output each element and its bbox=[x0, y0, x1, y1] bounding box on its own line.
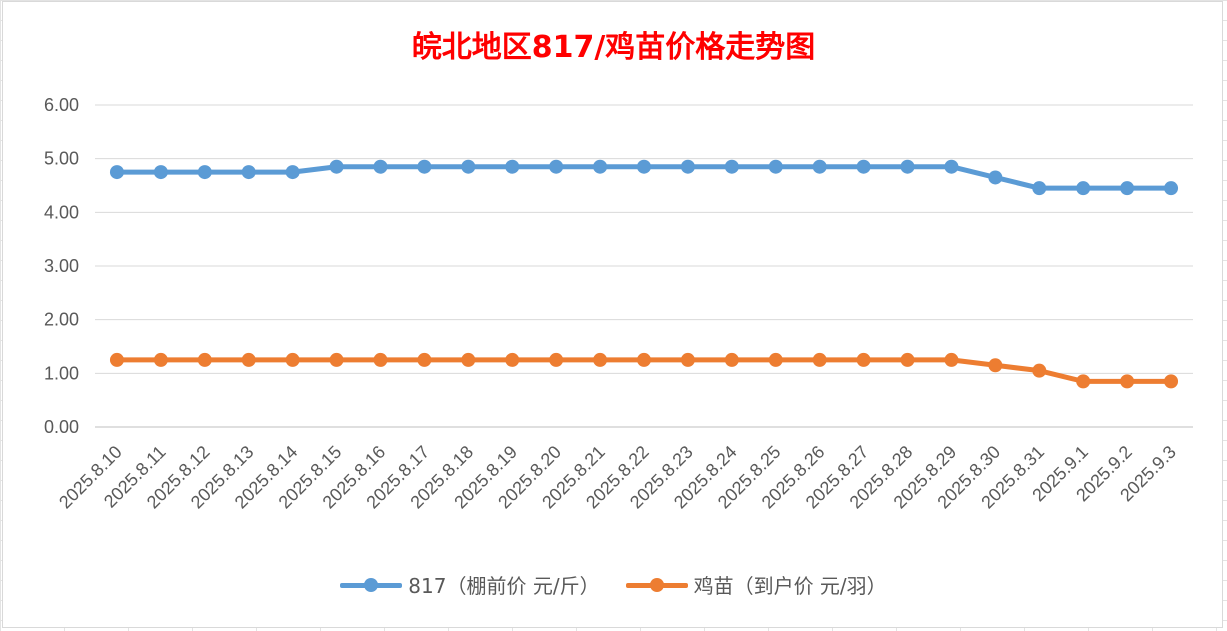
data-point[interactable] bbox=[285, 165, 300, 180]
data-point[interactable] bbox=[637, 159, 651, 174]
data-point[interactable] bbox=[944, 159, 959, 174]
data-point[interactable] bbox=[153, 352, 168, 367]
legend-label-817: 817（棚前价 元/斤） bbox=[408, 574, 600, 598]
data-point[interactable] bbox=[900, 352, 915, 367]
data-point[interactable] bbox=[461, 352, 476, 367]
data-point[interactable] bbox=[593, 159, 608, 174]
data-point[interactable] bbox=[373, 352, 388, 367]
data-point[interactable] bbox=[724, 159, 739, 174]
data-point[interactable] bbox=[1076, 374, 1091, 389]
data-point[interactable] bbox=[241, 165, 256, 180]
y-tick-label: 5.00 bbox=[44, 149, 79, 169]
data-point[interactable] bbox=[1164, 374, 1179, 389]
data-point[interactable] bbox=[241, 352, 256, 367]
data-point[interactable] bbox=[417, 159, 432, 174]
data-point[interactable] bbox=[549, 352, 564, 367]
legend: 817（棚前价 元/斤） 鸡苗（到户价 元/羽） bbox=[0, 570, 1227, 599]
data-point[interactable] bbox=[505, 159, 520, 174]
y-axis-ticks: 0.00 1.00 2.00 3.00 4.00 5.00 6.00 bbox=[44, 95, 79, 437]
data-point[interactable] bbox=[373, 159, 388, 174]
data-point[interactable] bbox=[1076, 181, 1091, 196]
data-point[interactable] bbox=[856, 159, 871, 174]
data-point[interactable] bbox=[1120, 374, 1135, 389]
data-point[interactable] bbox=[461, 159, 476, 174]
chart-title: 皖北地区817/鸡苗价格走势图 bbox=[411, 30, 816, 65]
data-point[interactable] bbox=[549, 159, 564, 174]
data-point[interactable] bbox=[680, 352, 695, 367]
data-point[interactable] bbox=[768, 159, 783, 174]
data-point[interactable] bbox=[197, 165, 212, 180]
legend-label-chick: 鸡苗（到户价 元/羽） bbox=[693, 574, 887, 598]
y-tick-label: 0.00 bbox=[44, 417, 79, 437]
y-tick-label: 3.00 bbox=[44, 256, 79, 276]
data-point[interactable] bbox=[197, 352, 212, 367]
data-point[interactable] bbox=[900, 159, 915, 174]
y-tick-label: 1.00 bbox=[44, 363, 79, 383]
x-axis-ticks: 2025.8.102025.8.112025.8.122025.8.132025… bbox=[55, 442, 1180, 513]
gridlines bbox=[95, 104, 1193, 428]
legend-marker-chick bbox=[625, 577, 688, 593]
legend-marker-817 bbox=[340, 577, 403, 593]
legend-item-817[interactable]: 817（棚前价 元/斤） bbox=[340, 570, 600, 599]
data-point[interactable] bbox=[812, 159, 827, 174]
data-point[interactable] bbox=[593, 352, 608, 367]
data-point[interactable] bbox=[1164, 181, 1179, 196]
data-point[interactable] bbox=[856, 352, 871, 367]
data-point[interactable] bbox=[329, 352, 344, 367]
data-point[interactable] bbox=[417, 352, 432, 367]
y-tick-label: 2.00 bbox=[44, 310, 79, 330]
data-point[interactable] bbox=[1120, 181, 1135, 196]
data-point[interactable] bbox=[988, 170, 1003, 185]
data-point[interactable] bbox=[329, 159, 344, 174]
data-point[interactable] bbox=[680, 159, 695, 174]
y-tick-label: 4.00 bbox=[44, 202, 79, 222]
legend-item-chick[interactable]: 鸡苗（到户价 元/羽） bbox=[625, 570, 887, 599]
data-point[interactable] bbox=[109, 165, 124, 180]
data-point[interactable] bbox=[505, 352, 520, 367]
data-point[interactable] bbox=[768, 352, 783, 367]
data-point[interactable] bbox=[1032, 181, 1047, 196]
data-point[interactable] bbox=[109, 352, 124, 367]
data-point[interactable] bbox=[285, 352, 300, 367]
data-point[interactable] bbox=[988, 358, 1003, 373]
data-point[interactable] bbox=[944, 352, 959, 367]
y-tick-label: 6.00 bbox=[44, 95, 79, 115]
data-point[interactable] bbox=[812, 352, 827, 367]
data-point[interactable] bbox=[153, 165, 168, 180]
data-point[interactable] bbox=[637, 352, 651, 367]
data-point[interactable] bbox=[1032, 363, 1047, 378]
data-point[interactable] bbox=[724, 352, 739, 367]
series-lines bbox=[109, 159, 1179, 389]
